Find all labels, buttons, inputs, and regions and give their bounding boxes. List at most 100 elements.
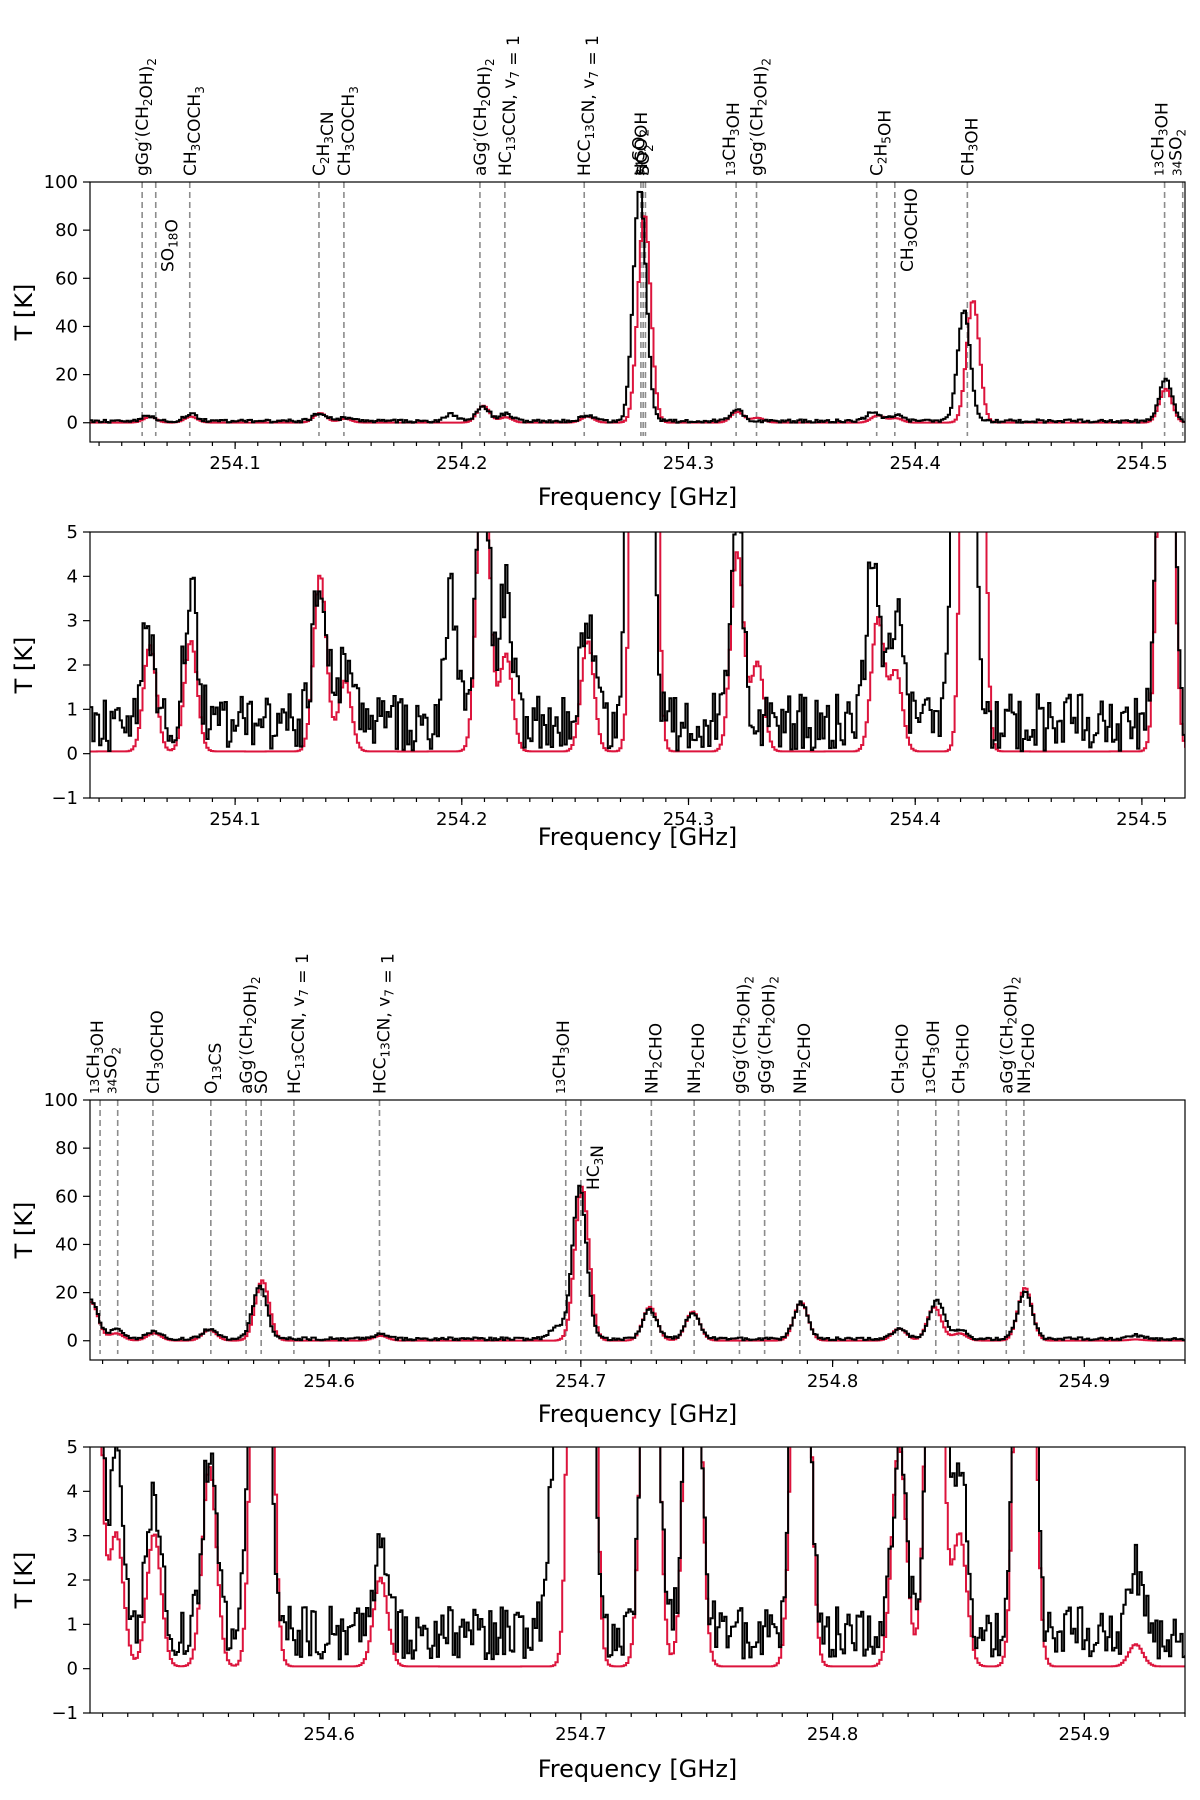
panel-range1-zoom: 254.1 254.2 254.3 254.4 254.5 −1 0 1 2 3 4 5 Frequen… [10, 522, 1186, 851]
line-id-label: 34SO2 [1167, 129, 1189, 176]
x-tick-label: 254.8 [807, 1371, 859, 1392]
line-id-label: aGg′(CH2OH)2 [471, 58, 497, 176]
x-tick-label: 254.5 [1116, 453, 1168, 474]
line-id-label: NH2CHO [685, 1023, 709, 1094]
y-axis-label: T [K] [10, 1202, 38, 1260]
x-tick-label: 254.9 [1059, 1371, 1111, 1392]
line-id-label: aGg′(CH2OH)2 [997, 976, 1023, 1094]
line-id-label: NH2CHO [642, 1023, 666, 1094]
series-observed [90, 190, 1185, 424]
x-tick-label: 254.4 [889, 453, 941, 474]
line-id-label: 13CH3OH [920, 1020, 944, 1094]
y-tick-label: 80 [55, 220, 78, 241]
y-tick-label: 0 [67, 413, 78, 434]
x-tick-label: 254.2 [436, 453, 488, 474]
line-id-label: HC13CCN, v7 = 1 [496, 35, 524, 176]
y-tick-label: 1 [67, 1614, 78, 1635]
y-tick-label: 60 [55, 1186, 78, 1207]
line-id-label: gGg′(CH2OH)2 [133, 58, 159, 176]
line-id-label: CH3COCH3 [335, 86, 361, 176]
line-id-label: SO18O [159, 219, 183, 272]
series-model [100, 1447, 1185, 1668]
y-tick-label: 40 [55, 1234, 78, 1255]
x-tick-label: 254.5 [1116, 809, 1168, 830]
x-tick-label: 254.1 [209, 809, 261, 830]
x-axis-label: Frequency [GHz] [538, 823, 738, 851]
line-id-label: 13CH3OH [84, 1020, 108, 1094]
y-tick-label: 2 [67, 655, 78, 676]
y-axis-label: T [K] [10, 284, 38, 342]
panel-range2-zoom: 254.6 254.7 254.8 254.9 −1 0 1 2 3 4 5 Frequency [G… [10, 1437, 1186, 1783]
y-tick-label: 5 [67, 522, 78, 543]
series-observed [90, 532, 1185, 753]
plot-frame [89, 181, 1186, 443]
x-tick-label: 254.6 [303, 1371, 355, 1392]
line-id-label: aGg′(CH2OH)2 [237, 976, 263, 1094]
plot-frame [89, 1446, 1186, 1714]
series-model [90, 1185, 1185, 1342]
line-id-label: C2H5OH [868, 110, 896, 176]
y-tick-label: −1 [51, 1703, 78, 1724]
y-tick-label: 80 [55, 1138, 78, 1159]
y-tick-label: 3 [67, 611, 78, 632]
x-tick-label: 254.7 [555, 1724, 607, 1745]
line-id-label: HC13CCN, v7 = 1 [285, 953, 313, 1094]
line-id-label: C2H3CN [310, 111, 338, 176]
y-tick-label: 0 [67, 1659, 78, 1680]
series-observed [90, 1184, 1185, 1342]
x-tick-label: 254.9 [1059, 1724, 1111, 1745]
line-id-label: SO2 [634, 144, 656, 176]
line-id-label: CH3CHO [889, 1024, 913, 1094]
y-tick-label: 20 [55, 365, 78, 386]
y-tick-label: 20 [55, 1283, 78, 1304]
line-id-label: 34SO2 [629, 129, 651, 176]
y-tick-label: 100 [44, 172, 78, 193]
x-axis-label: Frequency [GHz] [538, 1400, 738, 1428]
y-tick-label: 2 [67, 1570, 78, 1591]
line-id-label: SO [252, 1070, 272, 1094]
x-tick-label: 254.7 [555, 1371, 607, 1392]
y-tick-label: 60 [55, 268, 78, 289]
series-model [90, 532, 1185, 753]
line-id-label: 13CH3OH [1149, 102, 1173, 176]
line-id-label: HC3N [584, 1145, 608, 1190]
y-tick-label: 5 [67, 1437, 78, 1458]
x-tick-label: 254.1 [209, 453, 261, 474]
y-tick-label: 100 [44, 1090, 78, 1111]
line-id-label: NH2CHO [1015, 1023, 1039, 1094]
y-tick-label: 40 [55, 316, 78, 337]
x-tick-label: 254.3 [663, 809, 715, 830]
y-tick-label: 4 [67, 1481, 78, 1502]
line-id-label: HCC13CN, v7 = 1 [575, 35, 603, 176]
line-id-label: CH3OH [958, 118, 982, 176]
y-tick-label: 1 [67, 699, 78, 720]
line-id-label: NH2CHO [791, 1023, 815, 1094]
x-tick-label: 254.2 [436, 809, 488, 830]
y-axis-label: T [K] [10, 1552, 38, 1610]
line-id-label: 13CH3OH [550, 1020, 574, 1094]
line-id-label: CH3OCHO [144, 1010, 168, 1094]
plot-frame [89, 531, 1186, 799]
line-id-label: HCC13CN, v7 = 1 [370, 953, 398, 1094]
line-id-label: gGg′(CH2OH)2 [756, 976, 782, 1094]
line-id-label: gGg′(CH2OH)2 [748, 58, 774, 176]
y-axis-label: T [K] [10, 637, 38, 695]
line-id-label: gGg′(CH2OH)2 [730, 976, 756, 1094]
plot-frame [89, 1099, 1186, 1361]
x-axis-label: Frequency [GHz] [538, 1755, 738, 1783]
line-id-label: CH3COCH3 [181, 86, 207, 176]
x-axis-label: Frequency [GHz] [538, 483, 738, 511]
line-id-label: O13CS [202, 1043, 226, 1094]
line-id-label: 34SO2 [102, 1047, 124, 1094]
y-tick-label: 3 [67, 1526, 78, 1547]
y-tick-label: 0 [67, 744, 78, 765]
panel-range1-full: gGg′(CH2OH)2SO18OCH3COCH3C2H3CNCH3COCH3a… [10, 35, 1189, 511]
line-id-label: CH3OCHO [898, 188, 922, 272]
x-tick-label: 254.6 [303, 1724, 355, 1745]
x-tick-label: 254.3 [663, 453, 715, 474]
series-observed [102, 1447, 1185, 1661]
line-id-label: HCOOH [632, 112, 652, 176]
line-id-label: CH3CHO [949, 1024, 973, 1094]
